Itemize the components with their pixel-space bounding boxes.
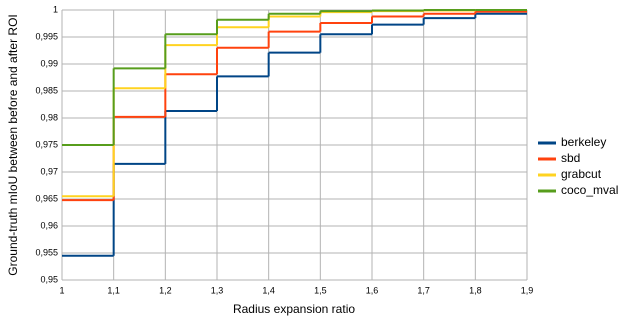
y-tick-label: 0,965 (35, 193, 58, 203)
x-tick-label: 1,2 (159, 285, 172, 295)
x-tick-label: 1,7 (417, 285, 430, 295)
y-tick-label: 0,95 (40, 274, 58, 284)
y-axis-title: Ground-truth mIoU between before and aft… (6, 14, 20, 275)
x-tick-label: 1,5 (314, 285, 327, 295)
y-tick-label: 1 (53, 4, 58, 14)
y-tick-label: 0,97 (40, 166, 58, 176)
y-tick-label: 0,98 (40, 112, 58, 122)
y-tick-label: 0,995 (35, 31, 58, 41)
x-tick-label: 1,6 (366, 285, 379, 295)
x-tick-label: 1,1 (107, 285, 120, 295)
legend-label: grabcut (561, 167, 602, 181)
legend-label: berkeley (561, 135, 606, 149)
x-axis-title: Radius expansion ratio (233, 302, 355, 316)
x-tick-label: 1,8 (469, 285, 482, 295)
y-tick-label: 0,955 (35, 247, 58, 257)
y-tick-label: 0,99 (40, 58, 58, 68)
x-tick-label: 1,9 (521, 285, 534, 295)
x-tick-label: 1,3 (211, 285, 224, 295)
x-tick-label: 1,4 (262, 285, 275, 295)
y-tick-label: 0,985 (35, 85, 58, 95)
legend-label: sbd (561, 151, 580, 165)
x-tick-label: 1 (59, 285, 64, 295)
legend-label: coco_mval (561, 183, 618, 197)
y-tick-label: 0,975 (35, 139, 58, 149)
y-tick-label: 0,96 (40, 220, 58, 230)
